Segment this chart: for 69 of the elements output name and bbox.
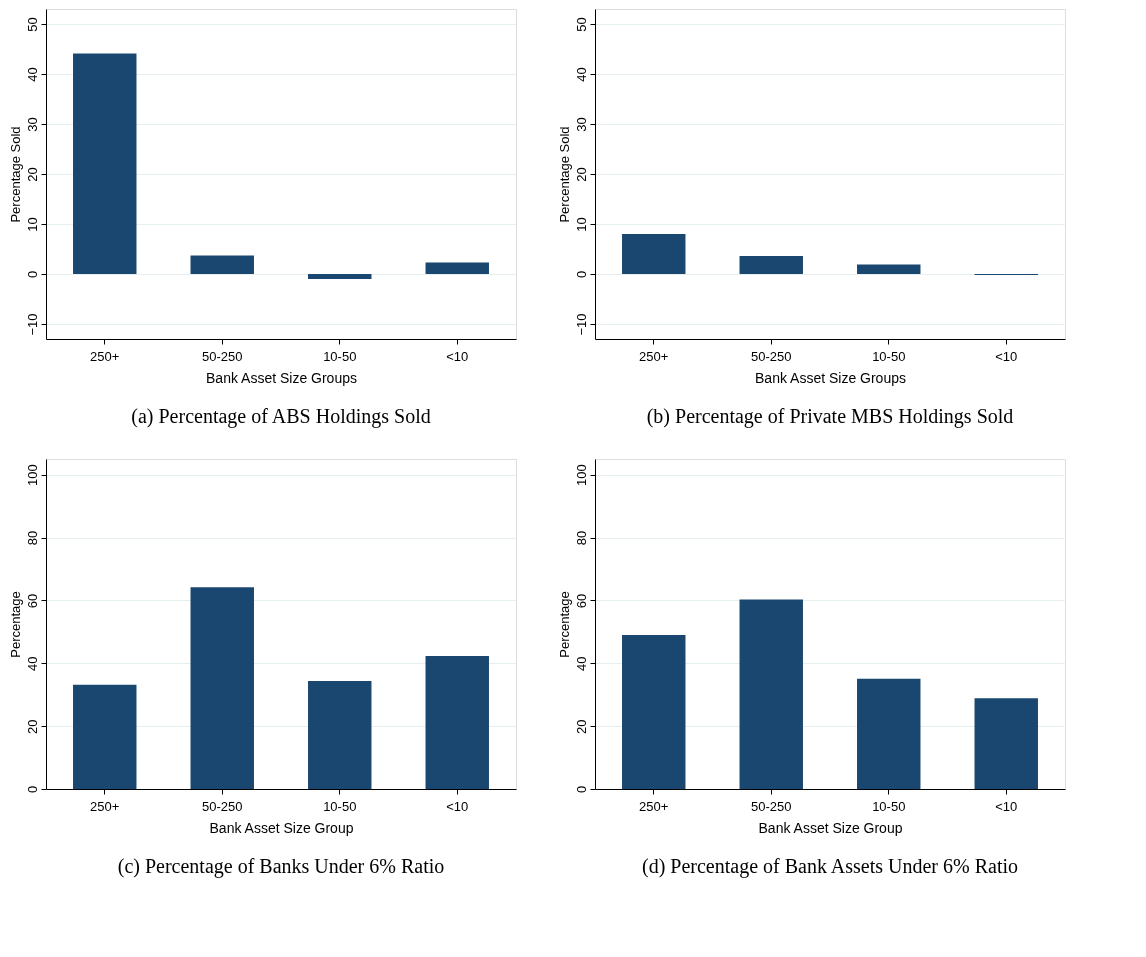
x-tick-label: 50-250 [751, 798, 792, 814]
bar [857, 678, 921, 789]
y-tick-label: 60 [24, 593, 40, 609]
y-axis-title: Percentage Sold [7, 126, 23, 223]
y-tick-label: −10 [24, 313, 40, 336]
y-tick-label: 50 [573, 17, 589, 32]
y-tick-label: 0 [24, 785, 40, 794]
bar [739, 599, 803, 789]
y-tick-label: 80 [24, 530, 40, 546]
x-tick-label: <10 [995, 798, 1018, 814]
y-tick-label: 20 [573, 719, 589, 734]
text: (a) Percentage of ABS Holdings Sold [131, 405, 431, 428]
x-axis-title: Bank Asset Size Groups [206, 369, 357, 386]
bar [308, 274, 372, 279]
y-tick-label: 40 [24, 67, 40, 82]
bar [73, 684, 137, 789]
bar [425, 656, 489, 789]
x-axis-title: Bank Asset Size Groups [755, 369, 906, 386]
y-tick-label: 40 [573, 656, 589, 672]
x-tick-label: 50-250 [751, 348, 792, 364]
y-tick-label: 100 [24, 464, 40, 487]
x-axis-title: Bank Asset Size Group [209, 819, 354, 836]
y-tick-label: 80 [573, 530, 589, 546]
bar [739, 256, 803, 274]
y-tick-label: 40 [573, 67, 589, 82]
y-tick-label: 0 [24, 270, 40, 279]
y-tick-label: 20 [24, 719, 40, 734]
x-tick-label: <10 [995, 348, 1018, 364]
y-tick-label: 60 [573, 593, 589, 609]
y-tick-label: 30 [573, 117, 589, 132]
bar [425, 262, 489, 274]
y-tick-label: 50 [24, 17, 40, 32]
y-axis-title: Percentage [7, 591, 23, 658]
bar [73, 53, 137, 274]
x-tick-label: 250+ [90, 348, 120, 364]
x-tick-label: <10 [446, 798, 469, 814]
y-tick-label: −10 [573, 313, 589, 336]
bar [190, 587, 254, 789]
bar [622, 635, 686, 789]
x-tick-label: 250+ [90, 798, 120, 814]
x-tick-label: 10-50 [323, 798, 357, 814]
y-tick-label: 30 [24, 117, 40, 132]
x-tick-label: <10 [446, 348, 469, 364]
x-tick-label: 50-250 [202, 798, 243, 814]
x-tick-label: 10-50 [872, 348, 906, 364]
x-tick-label: 50-250 [202, 348, 243, 364]
y-tick-label: 0 [573, 785, 589, 794]
text: (b) Percentage of Private MBS Holdings Sold [646, 405, 1014, 428]
bar [622, 234, 686, 274]
x-tick-label: 10-50 [872, 798, 906, 814]
x-tick-label: 250+ [639, 348, 669, 364]
x-axis-title: Bank Asset Size Group [758, 819, 903, 836]
text: (c) Percentage of Banks Under 6% Ratio [117, 855, 445, 878]
x-tick-label: 250+ [639, 798, 669, 814]
y-tick-label: 10 [24, 217, 40, 232]
bar [190, 255, 254, 274]
bar [308, 680, 372, 789]
y-tick-label: 20 [573, 167, 589, 182]
y-axis-title: Percentage Sold [556, 126, 572, 223]
y-tick-label: 20 [24, 167, 40, 182]
y-tick-label: 10 [573, 217, 589, 232]
text: (d) Percentage of Bank Assets Under 6% Ratio [641, 855, 1019, 878]
y-axis-title: Percentage [556, 591, 572, 658]
y-tick-label: 40 [24, 656, 40, 672]
y-tick-label: 0 [573, 270, 589, 279]
x-tick-label: 10-50 [323, 348, 357, 364]
bar [974, 698, 1038, 789]
y-tick-label: 100 [573, 464, 589, 487]
bar [857, 264, 921, 274]
